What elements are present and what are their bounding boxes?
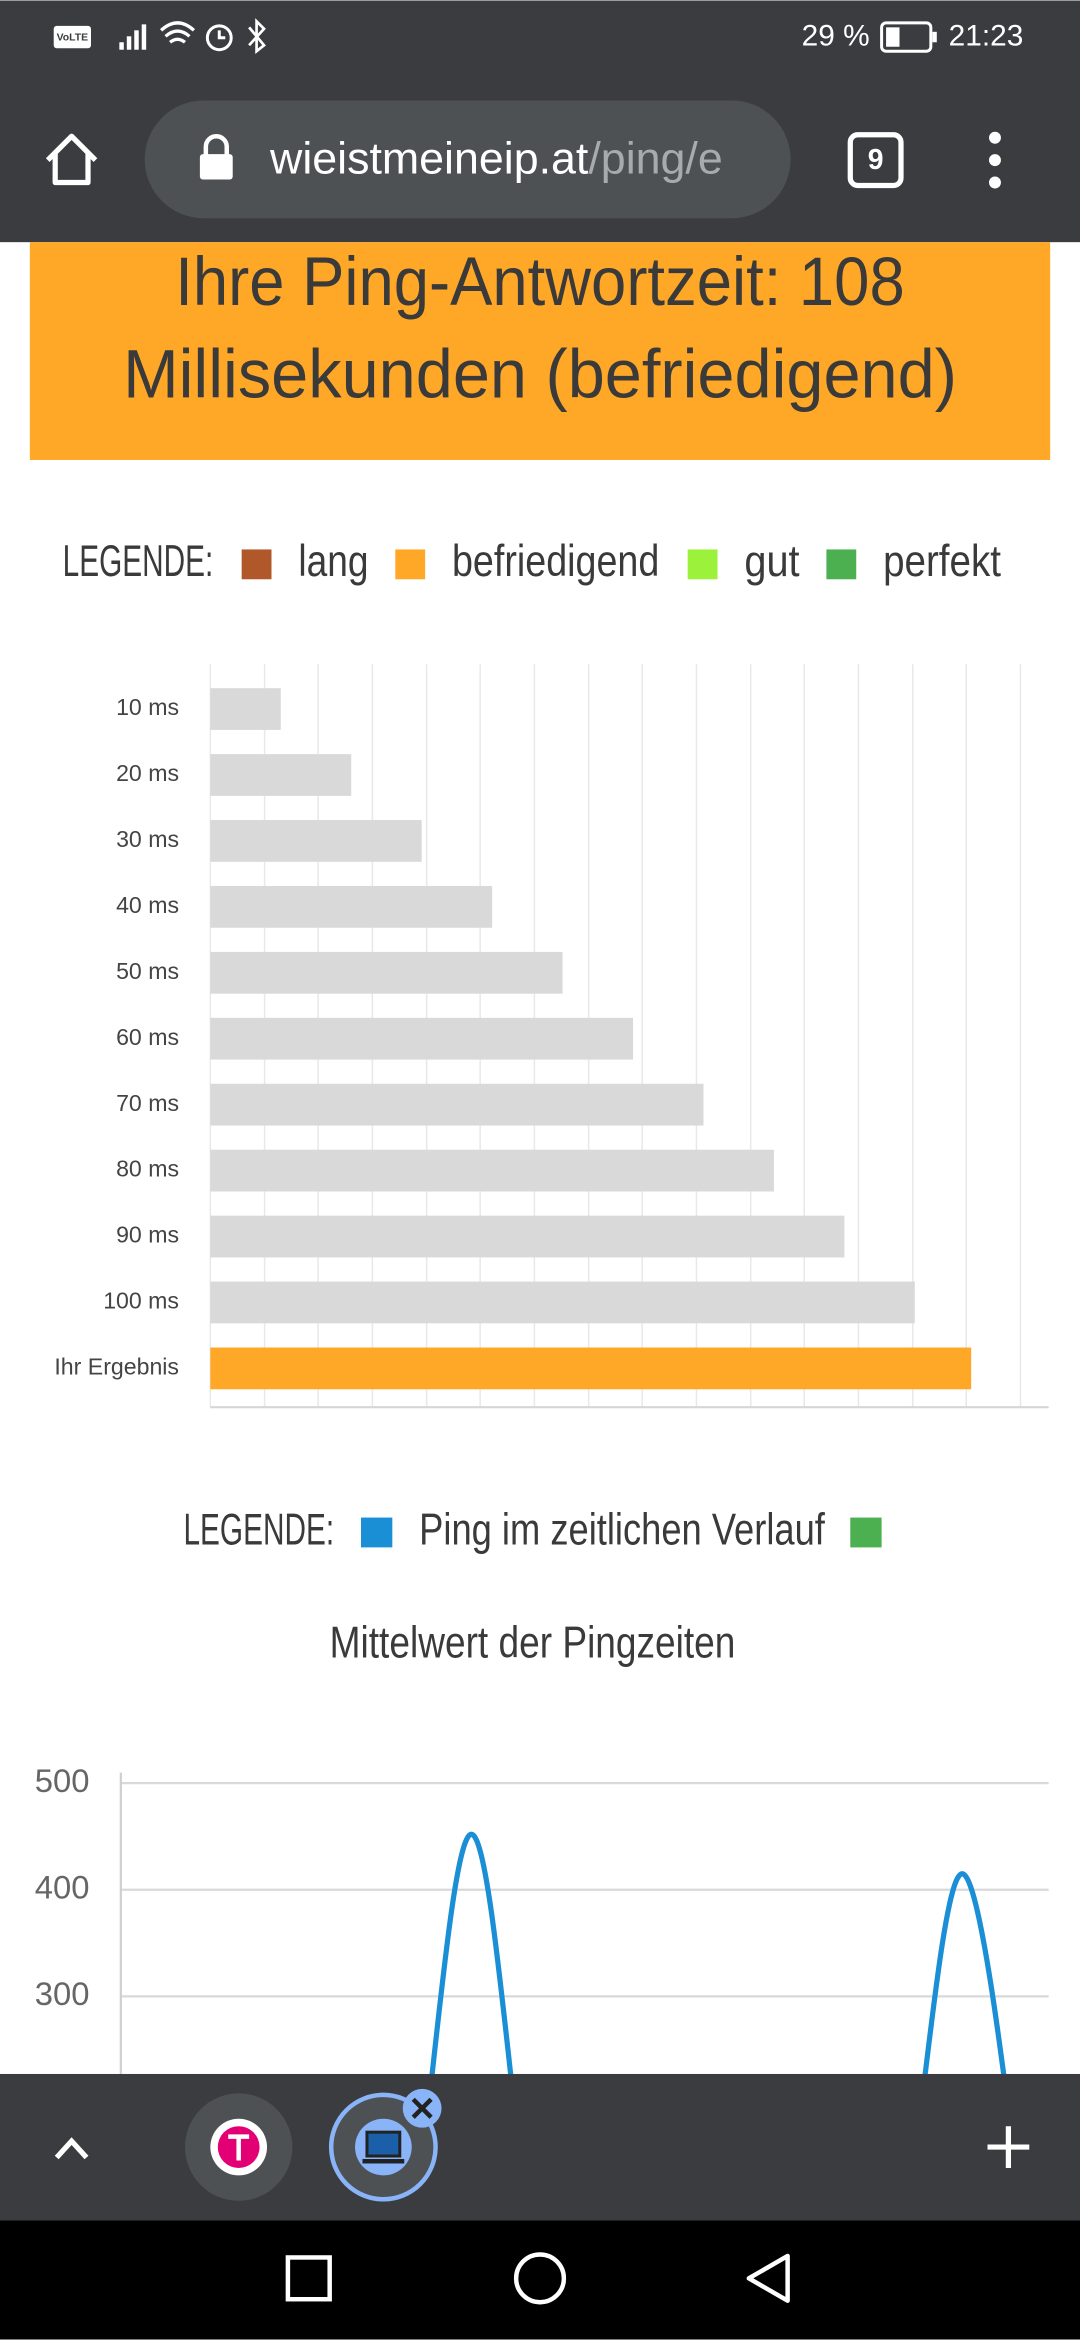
bar: [210, 754, 352, 796]
legend-entry: perfekt: [883, 536, 1001, 586]
banner-line: Ihre Ping-Antwortzeit: 108: [175, 243, 904, 320]
battery-icon: [880, 21, 933, 53]
bottom-bar: [0, 2073, 1080, 2221]
bar: [210, 1347, 972, 1390]
url-host: wieistmeineip.at: [269, 133, 589, 183]
clock: 21:23: [949, 20, 1024, 53]
bar: [210, 820, 422, 862]
y-tick-label: 100 ms: [103, 1288, 179, 1314]
y-tick-label: 70 ms: [116, 1090, 179, 1116]
bluetooth-icon: [248, 18, 266, 55]
lock-icon: [199, 154, 233, 180]
bar-chart: 10 ms 20 ms 30 ms 40 ms 50 ms 60 ms 70 ms 80 ms…: [54, 664, 1049, 1409]
bar: [210, 951, 563, 994]
bar: [210, 1281, 915, 1324]
new-tab-button[interactable]: [987, 2126, 1030, 2168]
tab-count: 9: [868, 144, 884, 176]
y-tick-label: 20 ms: [116, 760, 179, 786]
y-tick-label: Ihr Ergebnis: [54, 1354, 179, 1380]
legend-entry: lang: [298, 536, 368, 586]
status-bar: VoLTE 29 % 21:23: [53, 18, 1024, 55]
url-bar[interactable]: [144, 100, 791, 219]
legend-swatch: [826, 549, 857, 580]
legend-swatch: [687, 549, 718, 580]
recents-button[interactable]: [285, 2255, 332, 2302]
y-tick-label: 50 ms: [116, 958, 179, 984]
bar: [210, 1083, 704, 1126]
bar: [210, 1215, 845, 1258]
legend: LEGENDE: Ping im zeitlichen Verlauf: [183, 1504, 882, 1554]
legend-entry: Ping im zeitlichen Verlauf: [419, 1504, 825, 1554]
legend-swatch: [850, 1517, 882, 1548]
y-tick-label: 80 ms: [116, 1156, 179, 1182]
nav-bar: [0, 2220, 1080, 2340]
banner-line: Millisekunden (befriedigend): [123, 336, 957, 413]
y-tick-label: 90 ms: [116, 1222, 179, 1248]
chart-title: Mittelwert der Pingzeiten: [330, 1618, 736, 1668]
page-content: Ihre Ping-Antwortzeit: 108 Millisekunden…: [29, 242, 1051, 2074]
y-tick-label: 400: [35, 1868, 90, 1905]
home-nav-button[interactable]: [513, 2252, 567, 2305]
y-tick-label: 300: [35, 1975, 90, 2012]
tab-switcher[interactable]: [847, 132, 904, 189]
menu-button[interactable]: [989, 131, 1001, 189]
signal-icon: [119, 24, 147, 50]
y-tick-label: 40 ms: [116, 892, 179, 918]
bar: [210, 885, 493, 928]
toolbar: wieistmeineip.at/ping/e 9: [45, 100, 1001, 219]
legend-swatch: [360, 1517, 393, 1548]
y-tick-label: 500: [35, 1762, 90, 1799]
url-path: /ping/e: [588, 133, 722, 183]
bar: [210, 1017, 634, 1060]
result-banner: [29, 242, 1051, 460]
back-button[interactable]: [746, 2253, 790, 2303]
legend-label: LEGENDE:: [183, 1504, 334, 1554]
wifi-icon: [160, 21, 196, 44]
alarm-icon: [205, 24, 233, 52]
legend-swatch: [395, 549, 426, 580]
legend-swatch: [241, 549, 272, 580]
volte-icon: [53, 25, 91, 49]
legend-label: LEGENDE:: [63, 536, 214, 586]
line-series: [429, 1831, 1007, 2074]
legend: LEGENDE: lang befriedigend gut perfekt: [63, 536, 1002, 586]
y-tick-label: 30 ms: [116, 826, 179, 852]
bar: [210, 1149, 774, 1192]
legend-entry: gut: [744, 536, 800, 586]
expand-button[interactable]: [54, 2137, 89, 2160]
network-label: VoLTE: [57, 33, 89, 44]
battery-level: 29 %: [802, 20, 870, 53]
legend-entry: befriedigend: [452, 536, 659, 586]
y-tick-label: 60 ms: [116, 1024, 179, 1050]
y-tick-label: 10 ms: [116, 694, 179, 720]
home-button[interactable]: [45, 133, 98, 186]
url-text: wieistmeineip.at/ping/e: [269, 133, 723, 183]
bar: [210, 688, 281, 730]
line-chart: 300 400 500: [35, 1762, 1049, 2074]
